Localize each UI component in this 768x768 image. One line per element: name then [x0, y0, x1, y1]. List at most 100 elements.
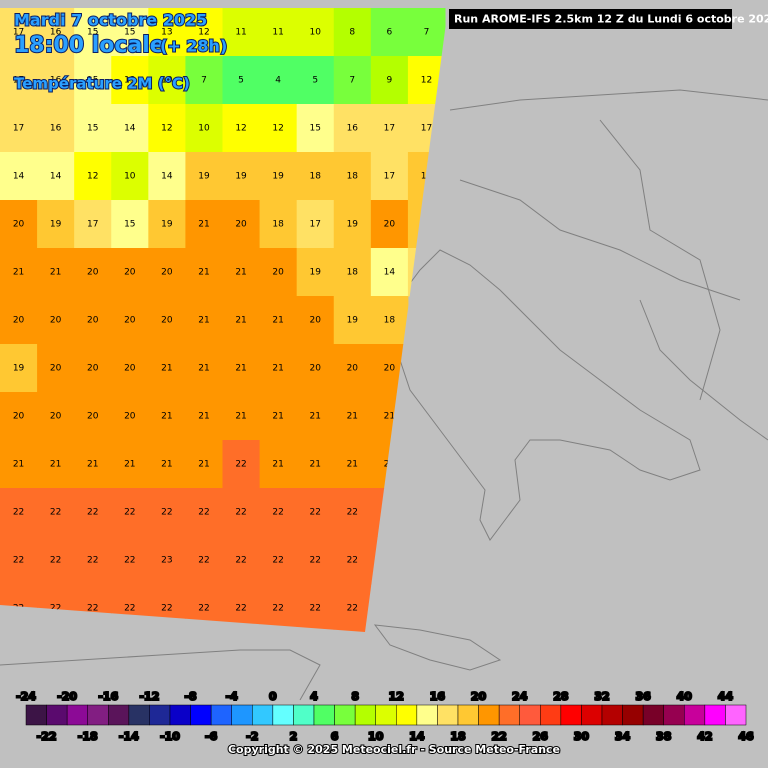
- temperature-label: 21: [309, 460, 320, 470]
- temperature-label: 22: [272, 508, 283, 518]
- temperature-label: 17: [13, 76, 24, 86]
- legend-swatch: [601, 704, 623, 726]
- temperature-label: 22: [198, 604, 209, 614]
- temperature-cell: [37, 392, 75, 441]
- temperature-cell: [111, 56, 149, 105]
- temperature-cell: [333, 248, 372, 297]
- temperature-label: 15: [124, 220, 135, 230]
- temperature-cell: [296, 488, 335, 537]
- temperature-label: 5: [312, 76, 318, 86]
- temperature-cell: [0, 440, 38, 489]
- legend-label: 8: [351, 690, 359, 703]
- temperature-cell: [0, 344, 38, 393]
- copyright: Copyright © 2025 Meteociel.fr - Source M…: [228, 743, 560, 756]
- temperature-label: 22: [50, 508, 61, 518]
- temperature-cell: [111, 440, 149, 489]
- temperature-label: 19: [309, 268, 321, 278]
- legend-label: 22: [491, 730, 506, 743]
- legend-label: 46: [738, 730, 754, 743]
- temperature-cell: [333, 440, 372, 489]
- legend-swatch: [375, 704, 397, 726]
- temperature-cell: [0, 296, 38, 345]
- temperature-cell: [0, 392, 38, 441]
- legend-label: 4: [310, 690, 318, 703]
- temperature-label: 12: [87, 172, 98, 182]
- temperature-label: 21: [272, 412, 283, 422]
- temperature-label: 4: [275, 76, 281, 86]
- legend-swatch: [149, 704, 171, 726]
- temperature-cell: [259, 200, 298, 249]
- temperature-label: 14: [384, 268, 396, 278]
- temperature-cell: [222, 536, 261, 585]
- temperature-label: 22: [87, 508, 98, 518]
- temperature-label: 22: [198, 556, 209, 566]
- temperature-label: 21: [347, 412, 358, 422]
- temperature-label: 22: [347, 508, 358, 518]
- temperature-label: 22: [50, 604, 61, 614]
- temperature-cell: [111, 392, 149, 441]
- temperature-cell: [74, 104, 112, 153]
- temperature-label: 21: [50, 268, 61, 278]
- temperature-label: 22: [124, 556, 135, 566]
- legend-swatch: [210, 704, 232, 726]
- temperature-label: 21: [124, 460, 135, 470]
- legend-swatch: [169, 704, 191, 726]
- temperature-cell: [148, 56, 186, 105]
- border: [599, 119, 721, 401]
- temperature-cell: [296, 104, 335, 153]
- temperature-cell: [0, 152, 38, 201]
- temperature-cell: [111, 8, 149, 57]
- temperature-label: 15: [87, 76, 98, 86]
- legend-label: -12: [139, 690, 159, 703]
- temperature-label: 20: [50, 364, 62, 374]
- legend-label: -2: [246, 730, 258, 743]
- legend-label: -10: [160, 730, 180, 743]
- temperature-label: 15: [87, 124, 98, 134]
- legend-swatch: [87, 704, 109, 726]
- temperature-label: 12: [421, 76, 432, 86]
- temperature-label: 7: [201, 76, 207, 86]
- temperature-cell: [370, 152, 409, 201]
- temperature-cell: [259, 104, 298, 153]
- border: [449, 89, 768, 111]
- temperature-label: 20: [272, 268, 284, 278]
- temperature-label: 21: [198, 220, 209, 230]
- temperature-cell: [222, 8, 261, 57]
- legend-swatch: [581, 704, 603, 726]
- temperature-cell: [259, 8, 298, 57]
- legend-swatch: [396, 704, 418, 726]
- coastline: [394, 249, 701, 541]
- temperature-cell: [0, 488, 38, 537]
- temperature-label: 22: [347, 556, 358, 566]
- temperature-label: 20: [87, 268, 99, 278]
- temperature-label: 21: [235, 316, 246, 326]
- legend-label: 0: [269, 690, 277, 703]
- temperature-label: 10: [161, 76, 173, 86]
- date: Mardi 7 octobre 2025: [14, 11, 207, 30]
- temperature-label: 14: [50, 172, 62, 182]
- legend-swatch: [293, 704, 315, 726]
- temperature-label: 14: [124, 124, 136, 134]
- island: [373, 624, 502, 671]
- temperature-cell: [222, 152, 261, 201]
- temperature-label: 5: [238, 76, 244, 86]
- temperature-cell: [74, 536, 112, 585]
- temperature-cell: [37, 344, 75, 393]
- temperature-label: 13: [161, 28, 172, 38]
- temperature-cell: [148, 440, 186, 489]
- legend-label: 34: [615, 730, 631, 743]
- temperature-label: 20: [124, 412, 136, 422]
- temperature-cell: [148, 200, 186, 249]
- temperature-label: 12: [198, 28, 209, 38]
- temperature-label: 20: [309, 316, 321, 326]
- coastline: [0, 649, 321, 701]
- legend-swatch: [478, 704, 500, 726]
- temperature-label: 21: [13, 460, 24, 470]
- legend: -24-22-20-18-16-14-12-10-8-6-4-202468101…: [15, 689, 755, 744]
- temperature-label: 16: [50, 28, 62, 38]
- temperature-cell: [37, 56, 75, 105]
- temperature-cell: [185, 488, 223, 537]
- temperature-cell: [333, 344, 372, 393]
- temperature-cell: [333, 104, 372, 153]
- temperature-label: 19: [272, 172, 284, 182]
